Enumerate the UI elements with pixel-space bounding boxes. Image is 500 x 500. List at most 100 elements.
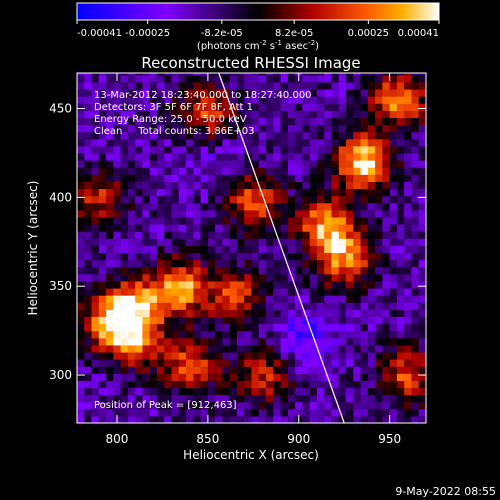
heatmap-cell — [120, 188, 129, 197]
x-tick-label: 800 — [106, 432, 129, 446]
heatmap-cell — [324, 202, 333, 211]
heatmap-cell — [149, 359, 158, 367]
heatmap-cell — [91, 273, 100, 282]
heatmap-cell — [98, 273, 107, 282]
heatmap-cell — [193, 266, 202, 275]
heatmap-cell — [346, 124, 354, 133]
heatmap-cell — [309, 138, 318, 147]
heatmap-cell — [302, 273, 311, 282]
heatmap-cell — [258, 238, 267, 246]
heatmap-cell — [135, 401, 144, 410]
heatmap-cell — [258, 209, 267, 218]
heatmap-cell — [258, 387, 267, 396]
heatmap-cell — [360, 359, 369, 367]
heatmap-cell — [316, 103, 325, 111]
heatmap-cell — [106, 373, 114, 381]
heatmap-cell — [200, 309, 209, 318]
heatmap-cell — [396, 152, 405, 161]
heatmap-cell — [142, 73, 151, 76]
heatmap-cell — [396, 337, 405, 346]
heatmap-cell — [280, 231, 289, 239]
heatmap-cell — [324, 280, 333, 289]
heatmap-cell — [98, 295, 107, 303]
heatmap-cell — [91, 88, 100, 97]
heatmap-cell — [77, 138, 85, 147]
heatmap-cell — [127, 259, 136, 268]
heatmap-cell — [229, 351, 238, 360]
heatmap-cell — [353, 145, 362, 154]
heatmap-cell — [258, 373, 267, 381]
heatmap-cell — [113, 181, 122, 190]
heatmap-cell — [142, 259, 151, 268]
heatmap-cell — [236, 81, 245, 90]
heatmap-cell — [98, 124, 107, 133]
heatmap-cell — [106, 273, 114, 282]
heatmap-cell — [353, 295, 362, 303]
heatmap-cell — [295, 117, 303, 126]
heatmap-cell — [193, 209, 202, 218]
heatmap-cell — [164, 401, 173, 410]
heatmap-cell — [389, 167, 398, 175]
heatmap-cell — [302, 188, 311, 197]
heatmap-cell — [302, 401, 311, 410]
heatmap-cell — [200, 73, 209, 76]
heatmap-cell — [280, 110, 289, 119]
heatmap-cell — [346, 73, 354, 76]
heatmap-cell — [266, 195, 274, 204]
heatmap-cell — [142, 81, 151, 90]
heatmap-cell — [193, 337, 202, 346]
heatmap-cell — [302, 195, 311, 204]
heatmap-cell — [98, 231, 107, 239]
heatmap-cell — [280, 295, 289, 303]
heatmap-cell — [309, 273, 318, 282]
heatmap-cell — [149, 138, 158, 147]
heatmap-cell — [236, 110, 245, 119]
heatmap-cell — [418, 259, 426, 268]
heatmap-cell — [346, 103, 354, 111]
heatmap-cell — [229, 117, 238, 126]
heatmap-cell — [84, 245, 93, 254]
heatmap-cell — [360, 259, 369, 268]
heatmap-cell — [207, 160, 216, 168]
heatmap-cell — [91, 302, 100, 310]
heatmap-cell — [411, 160, 420, 168]
heatmap-cell — [113, 408, 122, 417]
heatmap-cell — [91, 73, 100, 76]
heatmap-cell — [178, 188, 187, 197]
heatmap-cell — [120, 209, 129, 218]
heatmap-cell — [346, 373, 354, 381]
heatmap-cell — [222, 202, 231, 211]
heatmap-cell — [418, 238, 426, 246]
heatmap-cell — [215, 309, 224, 318]
heatmap-cell — [382, 131, 391, 140]
heatmap-cell — [149, 145, 158, 154]
heatmap-cell — [229, 74, 238, 83]
heatmap-cell — [91, 330, 100, 339]
heatmap-cell — [266, 124, 274, 133]
heatmap-cell — [338, 287, 347, 296]
heatmap-cell — [382, 273, 391, 282]
heatmap-cell — [404, 366, 413, 374]
heatmap-cell — [98, 188, 107, 197]
heatmap-cell — [164, 174, 173, 182]
heatmap-cell — [171, 181, 180, 190]
info-detectors: Detectors: 3F 5F 6F 7F 8F, Att 1 — [94, 102, 253, 113]
heatmap-cell — [295, 259, 303, 268]
heatmap-cell — [113, 259, 122, 268]
heatmap-cell — [229, 266, 238, 275]
heatmap-cell — [396, 394, 405, 403]
heatmap-cell — [396, 131, 405, 140]
heatmap-cell — [200, 351, 209, 360]
heatmap-cell — [316, 224, 325, 232]
heatmap-cell — [215, 74, 224, 83]
heatmap-cell — [142, 415, 151, 423]
heatmap-cell — [244, 280, 253, 289]
heatmap-cell — [331, 351, 340, 360]
heatmap-cell — [411, 401, 420, 410]
heatmap-cell — [77, 337, 85, 346]
heatmap-cell — [207, 252, 216, 261]
heatmap-cell — [77, 103, 85, 111]
heatmap-cell — [91, 216, 100, 225]
heatmap-cell — [106, 160, 114, 168]
heatmap-cell — [309, 117, 318, 126]
